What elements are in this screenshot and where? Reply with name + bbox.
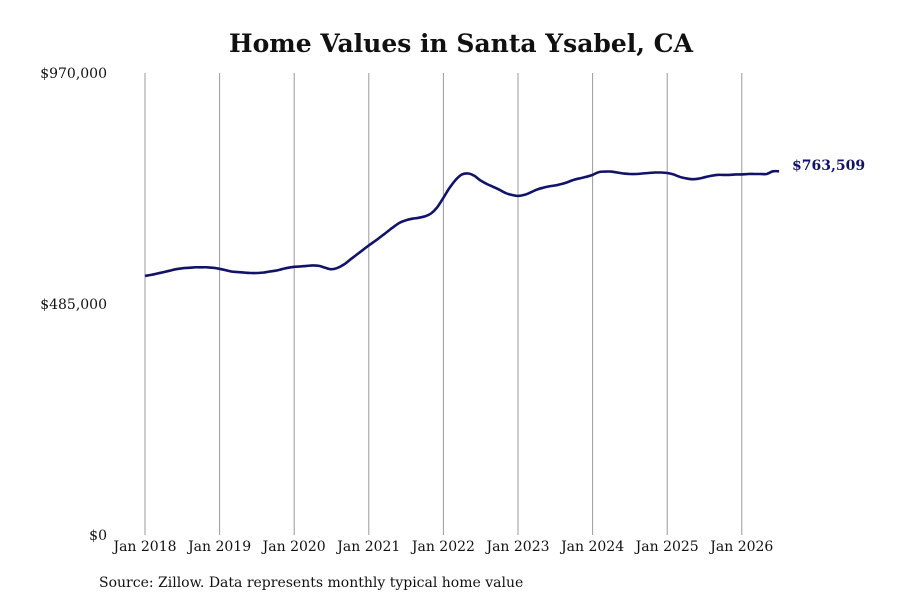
x-tick-label: Jan 2025 [634, 539, 699, 555]
home-value-series-line [144, 169, 780, 278]
x-tick-label: Jan 2018 [111, 539, 176, 555]
source-note: Source: Zillow. Data represents monthly … [99, 575, 523, 591]
x-tick-label: Jan 2019 [186, 539, 251, 555]
x-axis-tick-labels: Jan 2018 Jan 2019 Jan 2020 Jan 2021 Jan 2022… [111, 539, 773, 555]
y-axis-tick-labels: $970,000 $485,000 $0 [40, 66, 107, 544]
vertical-gridlines [144, 73, 743, 535]
x-tick-label: Jan 2021 [335, 539, 400, 555]
x-tick-label: Jan 2026 [708, 539, 773, 555]
x-tick-label: Jan 2024 [559, 539, 624, 555]
series-layer [144, 169, 780, 278]
chart-title: Home Values in Santa Ysabel, CA [229, 29, 694, 58]
y-tick-label: $970,000 [40, 66, 107, 82]
y-tick-label: $0 [89, 528, 107, 544]
x-tick-label: Jan 2020 [261, 539, 326, 555]
x-tick-label: Jan 2023 [484, 539, 549, 555]
y-tick-label: $485,000 [40, 297, 107, 313]
latest-value-label: $763,509 [792, 158, 865, 174]
x-tick-label: Jan 2022 [410, 539, 475, 555]
